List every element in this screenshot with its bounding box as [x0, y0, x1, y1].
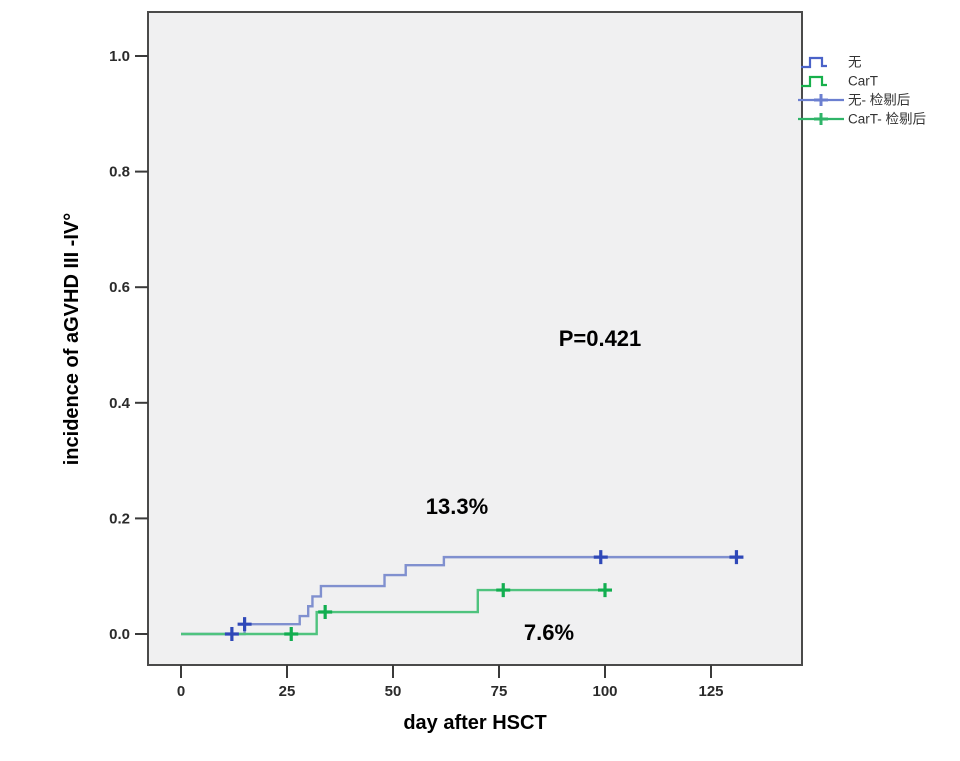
y-axis-label: incidence of aGVHD III -IV° — [61, 213, 83, 466]
x-axis-label: day after HSCT — [403, 712, 546, 734]
x-tick-label: 25 — [279, 683, 296, 700]
y-tick-label: 0.6 — [109, 279, 130, 296]
y-tick-label: 0.2 — [109, 510, 130, 527]
curve-none-group — [181, 555, 741, 636]
legend-item: CarT- 检剔后 — [798, 112, 926, 127]
x-tick-label: 125 — [698, 683, 723, 700]
censor-mark-none-group — [593, 550, 608, 565]
y-tick-label: 0.8 — [109, 164, 130, 181]
y-tick-label: 0.0 — [109, 626, 130, 643]
plot-area — [147, 11, 803, 666]
x-tick-label: 0 — [177, 683, 185, 700]
legend-label: CarT — [848, 74, 878, 89]
legend-step-line-icon — [801, 56, 827, 69]
cart-group-rate-annotation: 7.6% — [524, 620, 574, 645]
axis-ticks: 0.0 0.2 0.4 0.6 0.8 1.0 0 25 50 75 100 125 — [109, 48, 723, 700]
legend-censored-plus-icon — [814, 94, 828, 106]
y-tick-label: 1.0 — [109, 48, 130, 65]
legend-label: CarT- 检剔后 — [848, 112, 926, 127]
censor-marks — [224, 550, 744, 641]
legend-item: CarT — [801, 74, 878, 89]
x-tick-label: 75 — [491, 683, 508, 700]
x-tick-label: 100 — [592, 683, 617, 700]
legend-label: 无 — [848, 55, 862, 70]
censor-mark-cart-group — [318, 605, 333, 620]
censor-mark-none-group — [224, 627, 239, 641]
censor-mark-none-group — [729, 550, 744, 565]
censor-mark-cart-group — [284, 627, 299, 641]
legend-censored-plus-icon — [814, 113, 828, 125]
legend-item: 无 — [801, 55, 862, 70]
none-group-rate-annotation: 13.3% — [426, 494, 488, 519]
p-value-annotation: P=0.421 — [559, 326, 642, 351]
censor-mark-cart-group — [496, 583, 511, 598]
censor-mark-none-group — [237, 617, 252, 632]
x-tick-label: 50 — [385, 683, 402, 700]
legend-step-line-icon — [801, 75, 827, 88]
censor-mark-cart-group — [598, 583, 612, 598]
legend: 无 CarT 无- 检剔后 CarT- 检剔后 — [798, 55, 926, 127]
y-tick-label: 0.4 — [109, 395, 131, 412]
legend-item: 无- 检剔后 — [798, 93, 910, 108]
legend-label: 无- 检剔后 — [848, 93, 910, 108]
